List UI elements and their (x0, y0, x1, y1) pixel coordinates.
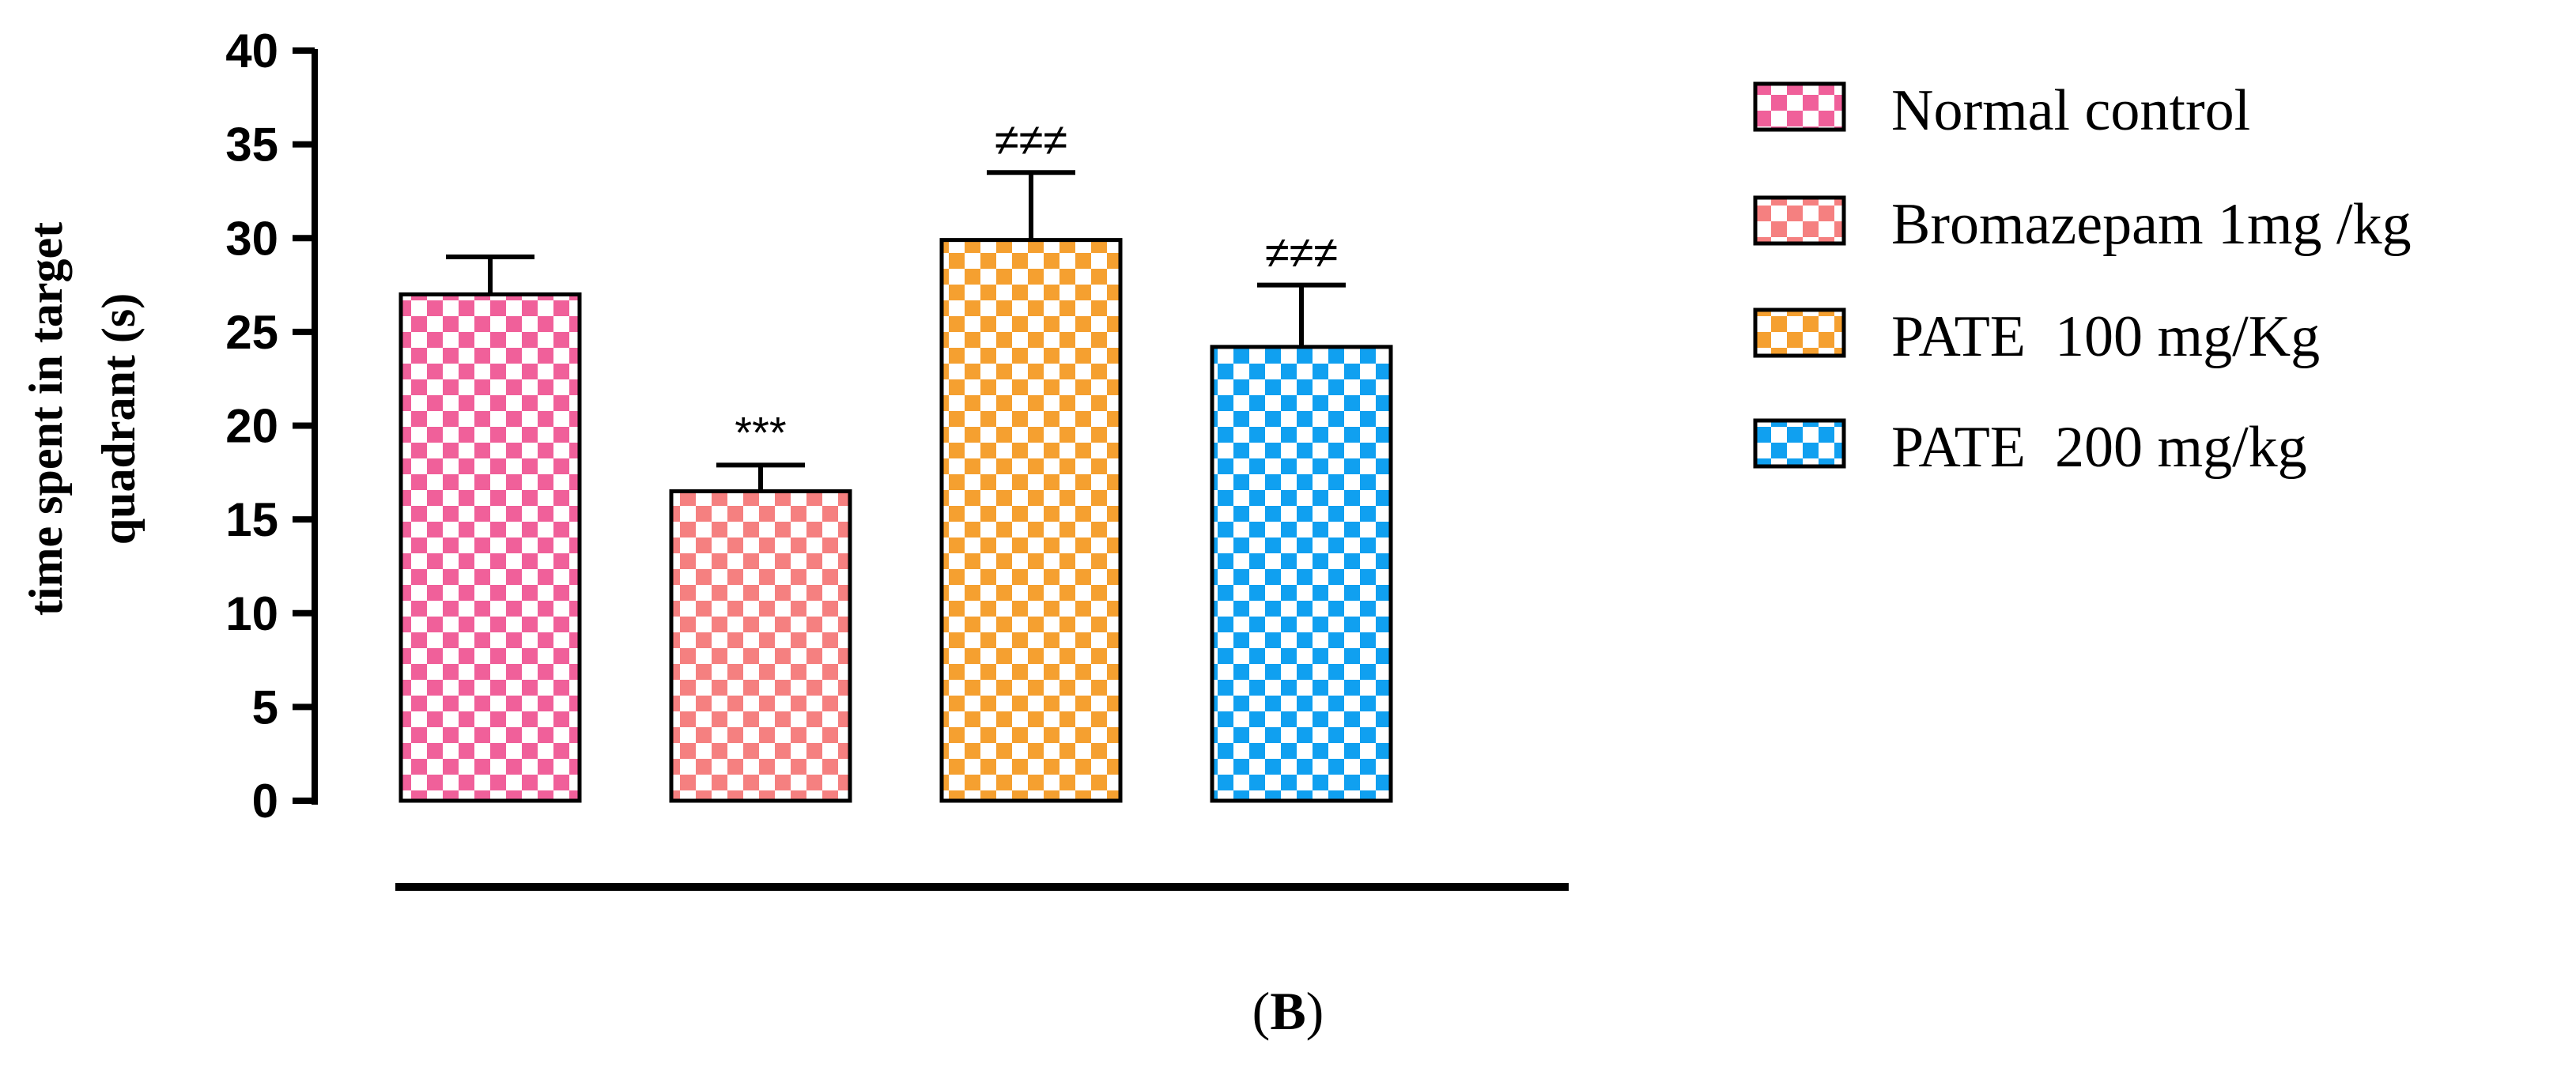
y-tick-label: 25 (225, 306, 278, 359)
panel-label: (B) (1252, 981, 1324, 1041)
legend-swatch (1753, 307, 1846, 358)
bar (669, 489, 852, 803)
significance-annotation: *** (735, 407, 786, 457)
bar (1210, 345, 1393, 803)
y-tick-label: 30 (225, 212, 278, 265)
legend: Normal control Bromazepam 1mg /kg PATE 100… (1753, 78, 2412, 480)
bars-group: *** ≠≠≠ ≠≠≠ (398, 115, 1393, 803)
legend-label: Normal control (1891, 78, 2250, 143)
y-tick-label: 10 (225, 587, 278, 640)
y-tick-label: 20 (225, 400, 278, 453)
y-tick-label: 15 (225, 493, 278, 546)
bar (939, 238, 1123, 803)
y-tick-label: 0 (252, 775, 278, 828)
panel-letter: B (1270, 981, 1305, 1041)
y-tick-label: 40 (225, 25, 278, 77)
y-axis-title-line2: quadrant (s) (93, 293, 145, 545)
legend-label: Bromazepam 1mg /kg (1891, 192, 2412, 257)
significance-annotation: ≠≠≠ (1265, 228, 1338, 277)
legend-swatch (1753, 81, 1846, 132)
legend-label: PATE 200 mg/kg (1891, 415, 2307, 480)
bar (398, 292, 582, 803)
legend-label: PATE 100 mg/Kg (1891, 304, 2320, 369)
y-axis-title-line1: time spent in target (20, 222, 72, 616)
y-axis-ticks: 0 5 10 15 20 25 30 35 40 (225, 25, 315, 828)
legend-swatch (1753, 195, 1846, 246)
significance-annotation: ≠≠≠ (995, 115, 1067, 164)
legend-swatch (1753, 418, 1846, 469)
y-tick-label: 5 (252, 681, 278, 734)
y-tick-label: 35 (225, 119, 278, 172)
